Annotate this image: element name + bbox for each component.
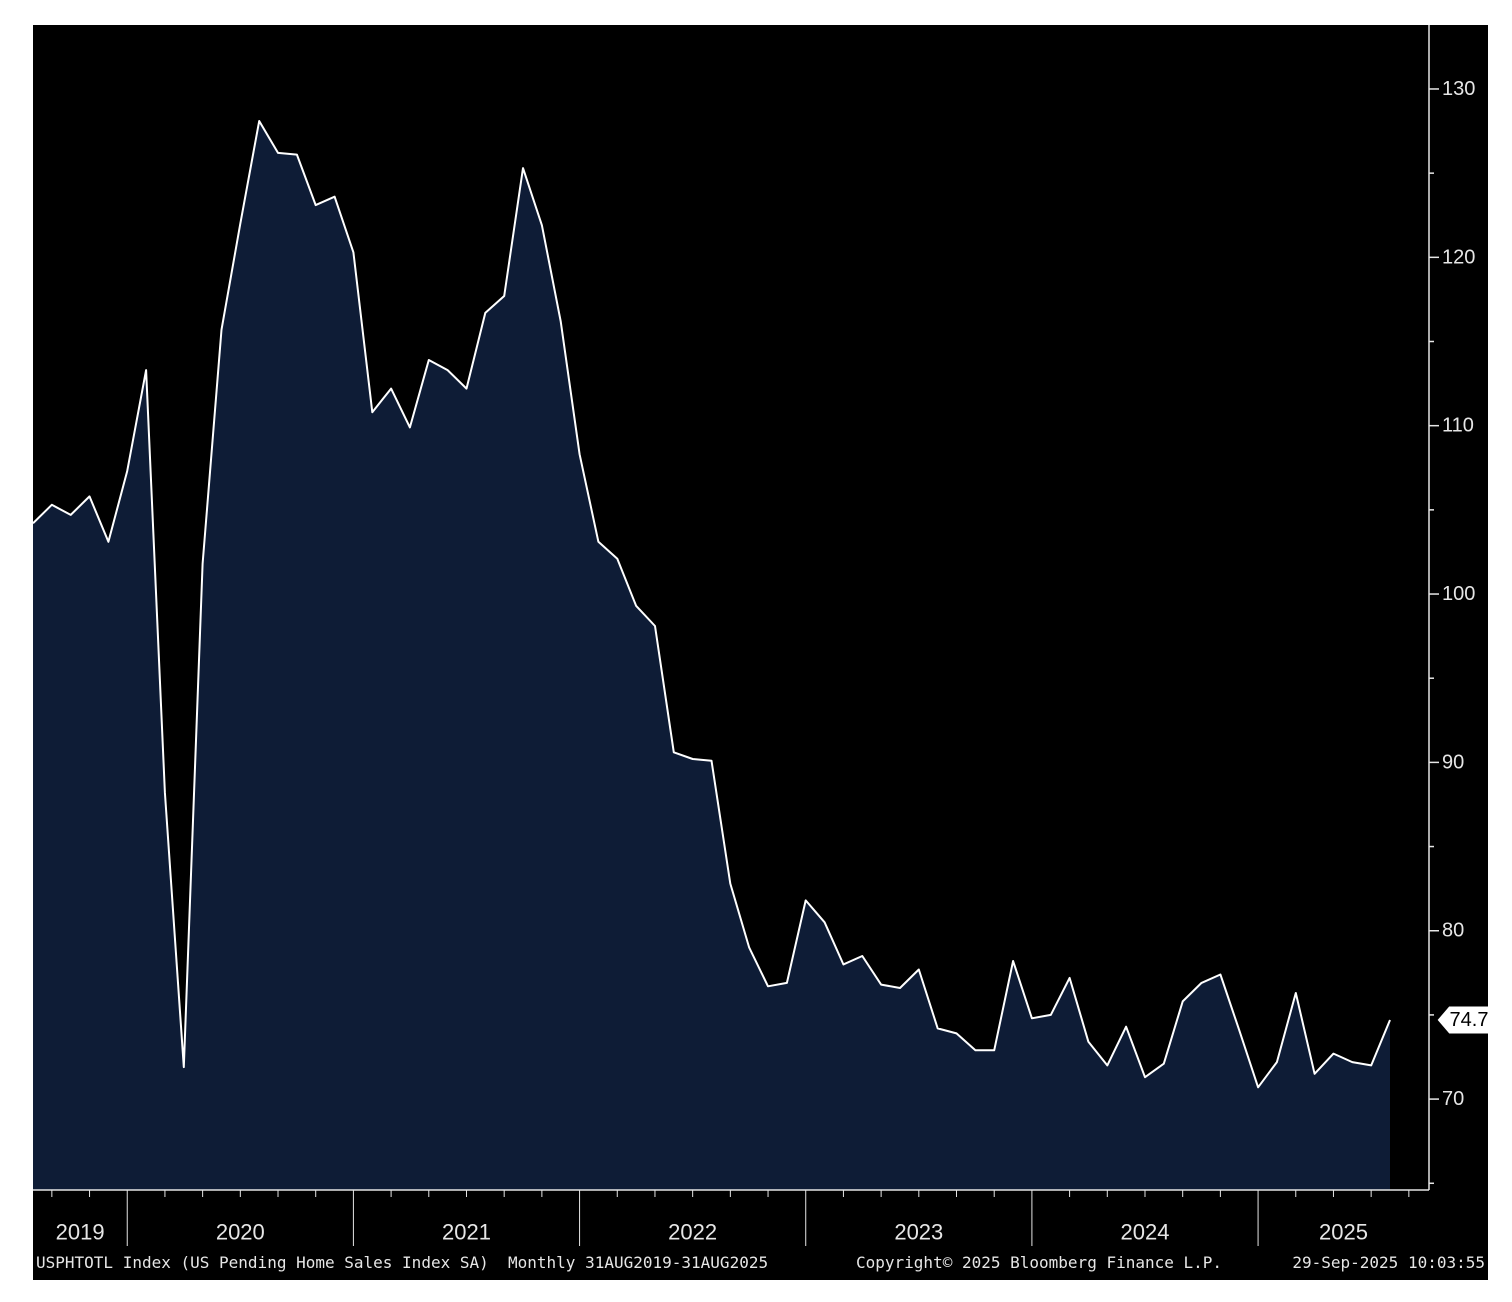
chart-panel: 70 80 90 100 110 120 130 2019 2020 2021 2022 2023 2… <box>33 25 1488 1280</box>
y-tick-label: 100 <box>1442 583 1475 605</box>
last-value-label: 74.7 <box>1450 1009 1488 1031</box>
y-tick-label: 70 <box>1442 1088 1464 1110</box>
y-axis-ticks: 70 80 90 100 110 120 130 <box>1429 78 1475 1185</box>
y-tick-label: 80 <box>1442 920 1464 942</box>
footer-timestamp: 29-Sep-2025 10:03:55 <box>1292 1253 1485 1272</box>
y-tick-label: 110 <box>1442 415 1474 437</box>
last-value-marker: 74.7 <box>1436 1005 1488 1035</box>
footer-series-description: USPHTOTL Index (US Pending Home Sales In… <box>36 1253 768 1272</box>
x-year-label: 2020 <box>216 1220 265 1245</box>
x-year-label: 2024 <box>1121 1220 1170 1245</box>
x-year-label: 2023 <box>894 1220 943 1245</box>
series-line <box>33 120 1391 1089</box>
x-year-label: 2021 <box>442 1220 491 1245</box>
x-year-label: 2022 <box>668 1220 717 1245</box>
y-tick-label: 120 <box>1442 246 1475 268</box>
y-tick-label: 130 <box>1442 78 1475 100</box>
x-year-label: 2025 <box>1319 1220 1368 1245</box>
last-value-box <box>1436 1005 1488 1035</box>
x-axis-ticks: 2019 2020 2021 2022 2023 2024 2025 <box>51 1190 1410 1246</box>
series-area-fill <box>33 121 1390 1190</box>
x-year-label: 2019 <box>56 1220 105 1245</box>
y-tick-label: 90 <box>1442 751 1464 773</box>
footer-copyright: Copyright© 2025 Bloomberg Finance L.P. <box>856 1253 1222 1272</box>
